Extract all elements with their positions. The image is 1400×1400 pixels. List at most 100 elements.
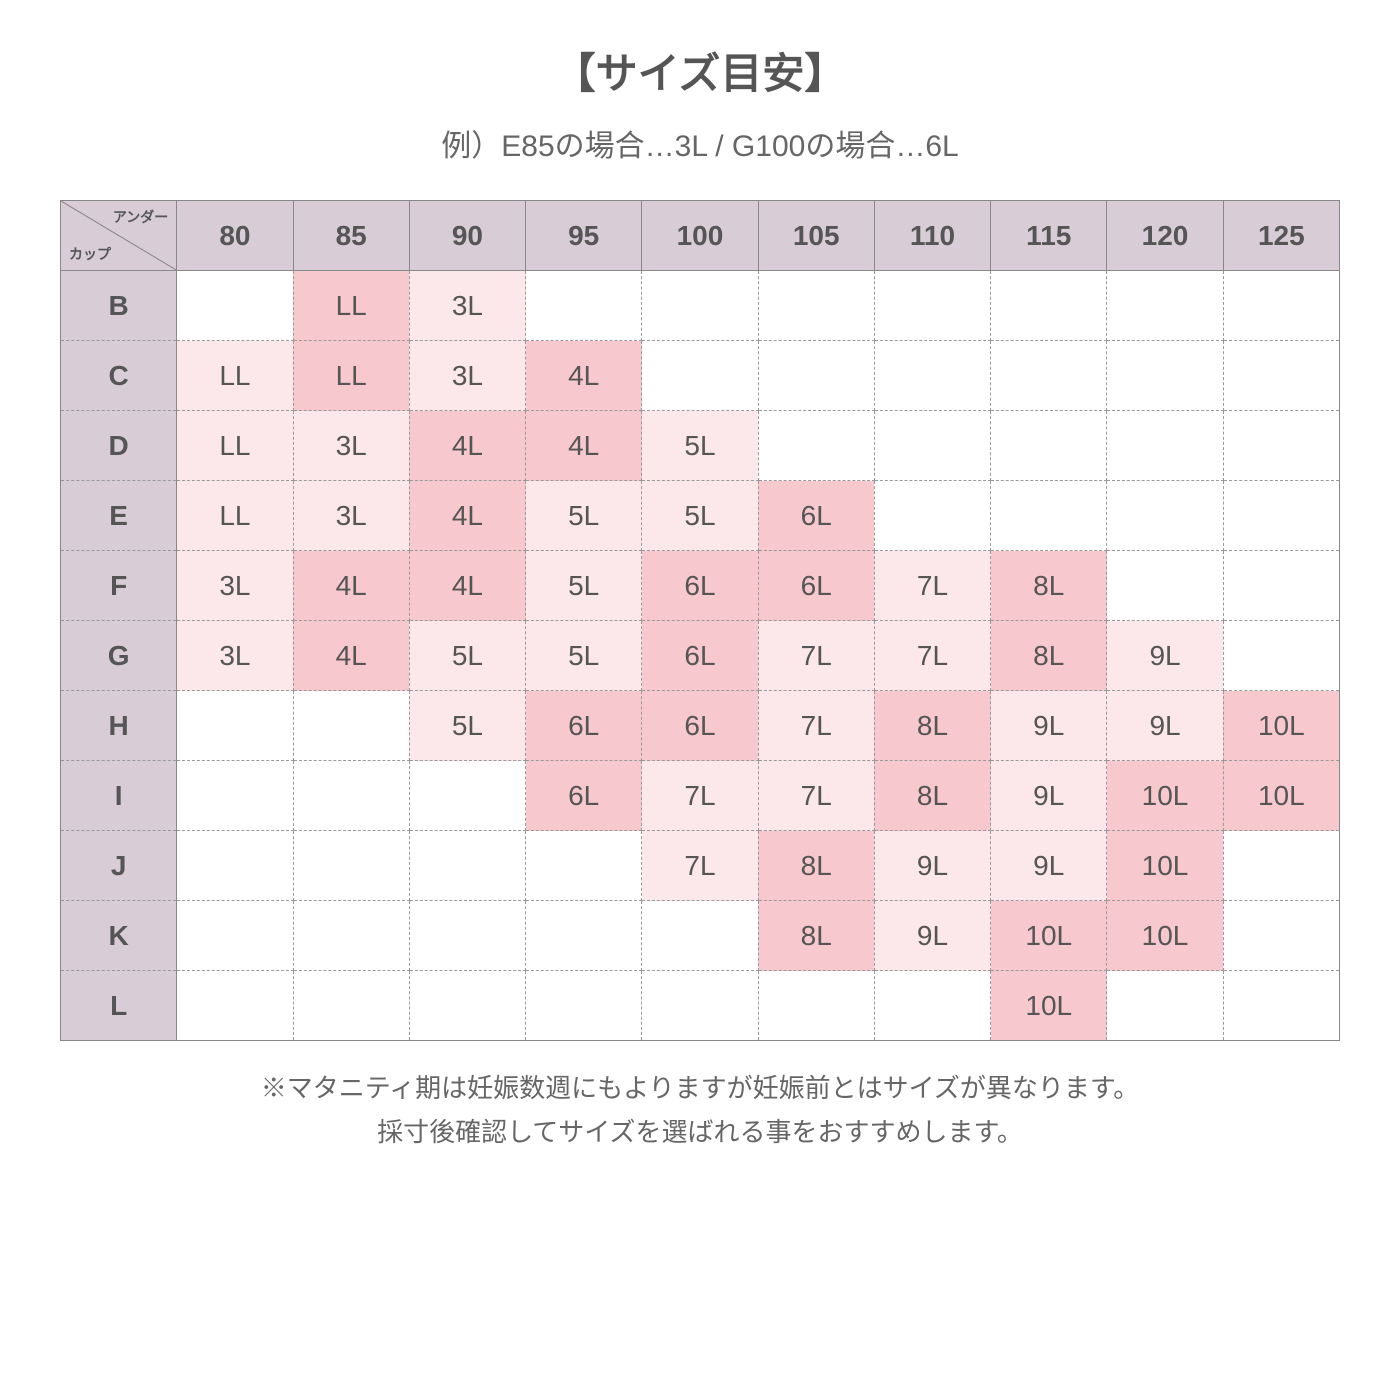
size-cell: 5L	[526, 551, 642, 621]
table-row: DLL3L4L4L5L	[61, 411, 1340, 481]
size-cell: 5L	[409, 691, 525, 761]
size-cell	[874, 411, 990, 481]
col-header: 85	[293, 201, 409, 271]
size-cell	[874, 481, 990, 551]
size-cell: 8L	[874, 691, 990, 761]
size-cell: 7L	[642, 761, 758, 831]
size-cell: 6L	[526, 761, 642, 831]
size-cell: 9L	[874, 831, 990, 901]
size-cell: 4L	[293, 551, 409, 621]
size-cell: 5L	[526, 621, 642, 691]
size-cell: 3L	[409, 271, 525, 341]
size-cell: 3L	[293, 481, 409, 551]
size-cell: 10L	[1223, 691, 1339, 761]
size-cell	[1107, 341, 1223, 411]
table-row: I6L7L7L8L9L10L10L	[61, 761, 1340, 831]
footnote: ※マタニティ期は妊娠数週にもよりますが妊娠前とはサイズが異なります。 採寸後確認…	[60, 1066, 1340, 1154]
size-cell: 6L	[758, 481, 874, 551]
size-cell: 9L	[991, 761, 1107, 831]
footnote-line2: 採寸後確認してサイズを選ばれる事をおすすめします。	[377, 1117, 1023, 1147]
size-cell	[758, 341, 874, 411]
col-header: 110	[874, 201, 990, 271]
size-cell	[409, 971, 525, 1041]
size-cell: LL	[177, 481, 293, 551]
size-cell: 8L	[758, 831, 874, 901]
cup-header: K	[61, 901, 177, 971]
size-cell: 3L	[177, 551, 293, 621]
size-cell: 10L	[991, 901, 1107, 971]
size-cell	[177, 831, 293, 901]
size-cell: 10L	[991, 971, 1107, 1041]
table-row: L 10L	[61, 971, 1340, 1041]
size-cell	[874, 341, 990, 411]
cup-header: L	[61, 971, 177, 1041]
size-cell: 4L	[409, 411, 525, 481]
col-header: 80	[177, 201, 293, 271]
size-cell	[1223, 341, 1339, 411]
cup-header: I	[61, 761, 177, 831]
size-cell: 7L	[758, 621, 874, 691]
size-cell	[526, 901, 642, 971]
size-cell: LL	[293, 271, 409, 341]
cup-header: G	[61, 621, 177, 691]
size-cell: 7L	[874, 621, 990, 691]
size-cell	[991, 341, 1107, 411]
col-header: 90	[409, 201, 525, 271]
size-cell	[758, 971, 874, 1041]
size-cell	[1107, 481, 1223, 551]
size-cell	[642, 271, 758, 341]
size-cell: 6L	[642, 621, 758, 691]
table-row: J7L8L9L9L10L	[61, 831, 1340, 901]
size-cell: 3L	[293, 411, 409, 481]
size-cell	[642, 971, 758, 1041]
size-cell: 8L	[991, 551, 1107, 621]
size-cell	[991, 411, 1107, 481]
col-header: 115	[991, 201, 1107, 271]
size-cell: 3L	[177, 621, 293, 691]
size-cell: 5L	[642, 411, 758, 481]
size-cell	[409, 901, 525, 971]
size-cell: 6L	[526, 691, 642, 761]
cup-header: F	[61, 551, 177, 621]
size-cell	[526, 971, 642, 1041]
size-cell	[293, 971, 409, 1041]
size-cell: 3L	[409, 341, 525, 411]
size-cell	[1107, 551, 1223, 621]
size-cell	[991, 481, 1107, 551]
size-cell	[293, 761, 409, 831]
size-cell	[1223, 271, 1339, 341]
col-header: 100	[642, 201, 758, 271]
size-cell: 6L	[758, 551, 874, 621]
size-cell	[1107, 271, 1223, 341]
size-cell: 4L	[293, 621, 409, 691]
corner-cell: アンダー カップ	[61, 201, 177, 271]
corner-bottom-label: カップ	[69, 244, 111, 264]
size-cell	[1223, 411, 1339, 481]
size-cell: 9L	[1107, 621, 1223, 691]
size-cell	[1223, 551, 1339, 621]
table-row: H5L6L6L7L8L9L9L10L	[61, 691, 1340, 761]
size-table: アンダー カップ 80859095100105110115120125 BLL3…	[60, 200, 1340, 1041]
size-cell: 4L	[526, 341, 642, 411]
size-cell: LL	[177, 411, 293, 481]
size-cell	[177, 971, 293, 1041]
size-cell	[409, 831, 525, 901]
col-header: 120	[1107, 201, 1223, 271]
size-cell	[1107, 971, 1223, 1041]
size-cell	[1107, 411, 1223, 481]
size-cell: 5L	[526, 481, 642, 551]
size-cell	[758, 271, 874, 341]
size-cell: 7L	[758, 761, 874, 831]
cup-header: J	[61, 831, 177, 901]
size-cell: 8L	[991, 621, 1107, 691]
cup-header: B	[61, 271, 177, 341]
size-cell	[526, 271, 642, 341]
footnote-line1: ※マタニティ期は妊娠数週にもよりますが妊娠前とはサイズが異なります。	[261, 1073, 1140, 1103]
cup-header: C	[61, 341, 177, 411]
size-cell: LL	[177, 341, 293, 411]
size-cell: 9L	[1107, 691, 1223, 761]
cup-header: H	[61, 691, 177, 761]
size-cell: 7L	[642, 831, 758, 901]
size-cell	[642, 341, 758, 411]
size-table-body: BLL3LCLLLL3L4LDLL3L4L4L5LELL3L4L5L5L6LF3…	[61, 271, 1340, 1041]
